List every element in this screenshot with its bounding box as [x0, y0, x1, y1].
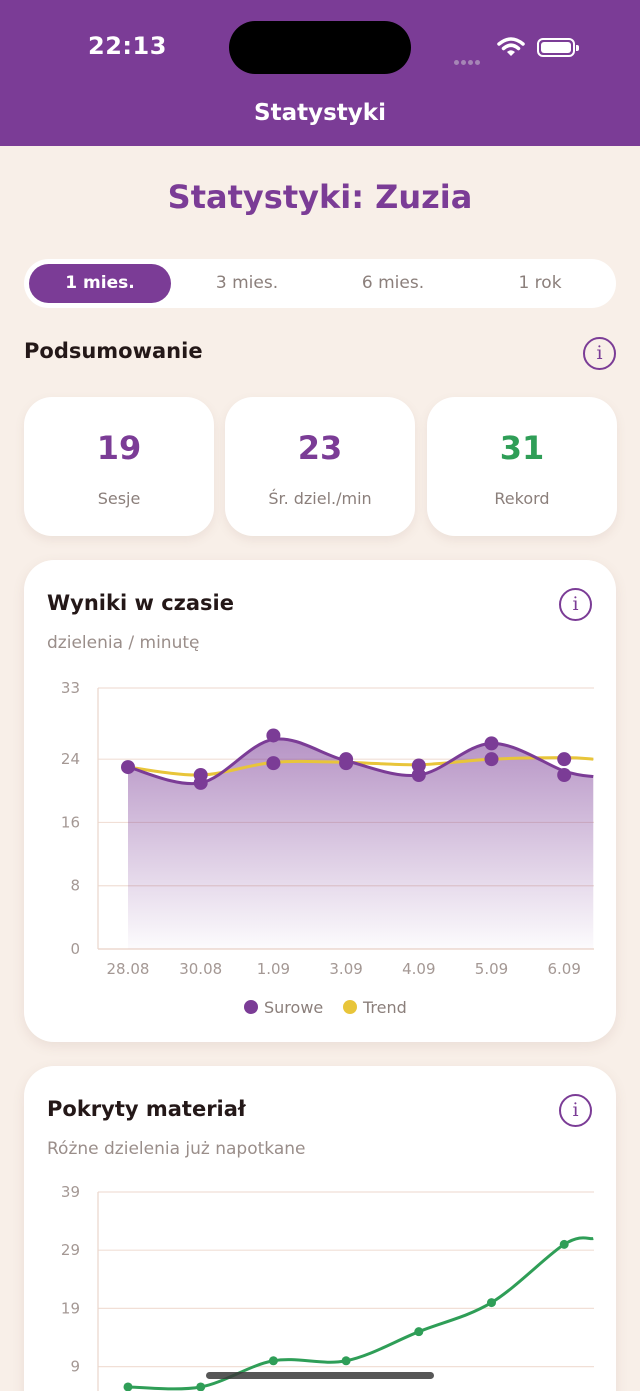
cellular-signal-icon [454, 50, 488, 65]
raw-point [557, 752, 572, 767]
raw-point [484, 752, 499, 767]
results-card: Wyniki w czasie i dzielenia / minutę 0 8 1… [24, 560, 616, 1042]
legend-label-surowe: Surowe [264, 998, 323, 1017]
summary-info-icon[interactable]: i [583, 337, 616, 370]
results-card-title: Wyniki w czasie [47, 591, 234, 615]
coverage-point [414, 1327, 424, 1337]
coverage-card-title: Pokryty materiał [47, 1097, 246, 1121]
period-tab-1m[interactable]: 1 mies. [29, 264, 171, 303]
stat-label: Sesje [97, 489, 141, 508]
coverage-point [123, 1382, 133, 1391]
period-selector: 1 mies. 3 mies. 6 mies. 1 rok [24, 259, 616, 308]
stat-value: 31 [499, 429, 545, 467]
raw-point [557, 768, 572, 782]
y-tick-label: 16 [61, 813, 80, 831]
stat-label: Śr. dziel./min [268, 489, 372, 508]
x-tick-label: 5.09 [475, 960, 508, 978]
x-tick-label: 1.09 [257, 960, 290, 978]
stat-card-average: 23 Śr. dziel./min [225, 397, 415, 536]
y-tick-label: 29 [61, 1241, 80, 1259]
period-tab-3m[interactable]: 3 mies. [215, 273, 279, 293]
top-bar: 22:13 Statystyki [0, 0, 640, 146]
raw-line [127, 737, 594, 786]
battery-icon [537, 38, 579, 57]
coverage-card: Pokryty materiał i Różne dzielenia już n… [24, 1066, 616, 1391]
y-tick-label: 19 [61, 1299, 80, 1317]
coverage-chart: 9 19 29 39 [61, 1183, 594, 1391]
y-tick-label: 8 [70, 877, 80, 895]
x-tick-label: 4.09 [402, 960, 435, 978]
x-tick-label: 6.09 [547, 960, 580, 978]
coverage-point [559, 1239, 569, 1249]
legend-label-trend: Trend [362, 998, 407, 1017]
raw-point [484, 736, 499, 751]
status-time: 22:13 [88, 32, 167, 60]
results-chart: 0 8 16 24 33 28.08 30.08 1.09 3.09 4.09 5.09 6.09 Su… [61, 679, 594, 1017]
page-title: Statystyki: Zuzia [167, 178, 473, 216]
y-tick-label: 24 [61, 750, 80, 768]
period-tab-6m[interactable]: 6 mies. [361, 273, 425, 293]
x-tick-label: 30.08 [179, 960, 222, 978]
coverage-info-icon[interactable]: i [559, 1094, 592, 1127]
home-indicator [206, 1372, 434, 1379]
summary-title: Podsumowanie [24, 339, 203, 363]
raw-area [128, 738, 594, 949]
raw-point [121, 760, 135, 775]
y-tick-label: 33 [61, 679, 80, 697]
results-info-icon[interactable]: i [559, 588, 592, 621]
wifi-icon [497, 37, 525, 56]
coverage-point [341, 1356, 351, 1366]
stat-value: 19 [96, 429, 142, 467]
raw-point [193, 768, 208, 782]
nav-title: Statystyki [254, 100, 386, 126]
y-tick-label: 9 [70, 1358, 80, 1376]
coverage-point [487, 1298, 496, 1308]
legend-dot-trend [343, 1000, 357, 1014]
stat-card-record: 31 Rekord [427, 397, 617, 536]
stat-label: Rekord [494, 489, 550, 508]
raw-point [339, 756, 354, 771]
results-card-subtitle: dzielenia / minutę [47, 633, 200, 653]
stat-value: 23 [297, 429, 343, 467]
coverage-card-subtitle: Różne dzielenia już napotkane [47, 1139, 306, 1159]
coverage-point [268, 1356, 278, 1366]
period-tab-1y[interactable]: 1 rok [518, 273, 562, 293]
coverage-point [196, 1382, 206, 1391]
coverage-line [127, 1236, 594, 1391]
raw-point [266, 756, 281, 771]
stat-card-sessions: 19 Sesje [24, 397, 214, 536]
x-tick-label: 3.09 [329, 960, 362, 978]
dynamic-island [229, 21, 411, 74]
y-tick-label: 39 [61, 1183, 80, 1201]
legend-dot-surowe [244, 1000, 258, 1014]
y-tick-label: 0 [70, 940, 80, 958]
x-tick-label: 28.08 [107, 960, 150, 978]
raw-point [411, 768, 426, 782]
raw-point [266, 728, 281, 743]
